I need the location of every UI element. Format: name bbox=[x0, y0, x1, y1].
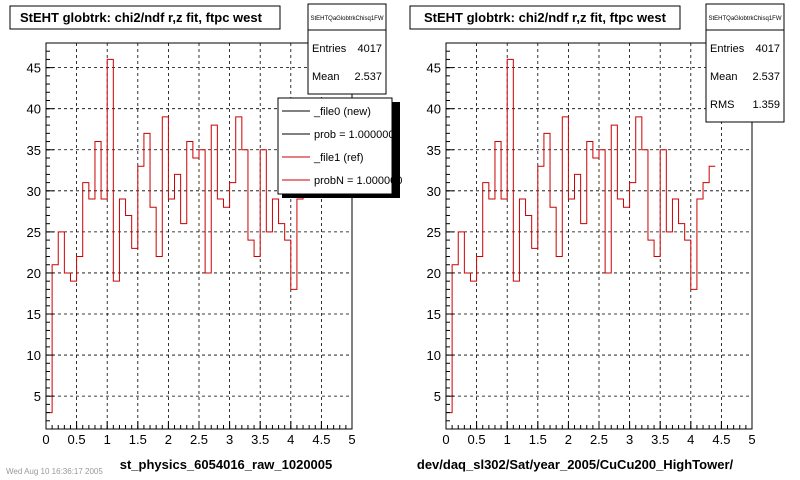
left-stats-mean-value: 2.537 bbox=[354, 71, 382, 83]
y-tick-label: 20 bbox=[427, 266, 441, 281]
left-stats-mean-label: Mean bbox=[312, 71, 340, 83]
x-tick-label: 1.5 bbox=[129, 432, 147, 447]
right-stats-mean-value: 2.537 bbox=[752, 71, 780, 83]
y-tick-label: 15 bbox=[27, 307, 41, 322]
y-tick-label: 30 bbox=[427, 184, 441, 199]
right-stats-name: StEHTQaGlobtrkChisq1FW bbox=[708, 16, 781, 22]
right-stats-entries-value: 4017 bbox=[756, 43, 780, 55]
x-tick-label: 4 bbox=[287, 432, 294, 447]
left-chart-title: StEHT globtrk: chi2/ndf r,z fit, ftpc we… bbox=[20, 10, 263, 25]
y-tick-label: 15 bbox=[427, 307, 441, 322]
right-stats-box bbox=[705, 3, 785, 123]
x-tick-label: 2.5 bbox=[190, 432, 208, 447]
y-tick-label: 10 bbox=[27, 348, 41, 363]
x-tick-label: 4.5 bbox=[712, 432, 730, 447]
left-axis-ticks: 0 0.5 1 1.5 2 2.5 3 3.5 4 4.5 5 5 10 15 20 25 30 35 40 45 bbox=[27, 42, 356, 447]
y-tick-label: 5 bbox=[34, 389, 41, 404]
legend-label-probn: probN = 1.000000 bbox=[314, 175, 402, 187]
left-x-axis-label: st_physics_6054016_raw_1020005 bbox=[120, 457, 333, 472]
x-tick-label: 1.5 bbox=[529, 432, 547, 447]
y-tick-label: 45 bbox=[27, 61, 41, 76]
x-tick-label: 3 bbox=[626, 432, 633, 447]
right-histogram-panel: 0 0.5 1 1.5 2 2.5 3 3.5 4 4.5 5 5 10 15 20 25 30 35 40 45 S… bbox=[409, 3, 785, 472]
legend-label-prob: prob = 1.000000 bbox=[314, 129, 394, 141]
left-stats-box bbox=[307, 3, 387, 95]
x-tick-label: 2.5 bbox=[590, 432, 608, 447]
x-tick-label: 0 bbox=[442, 432, 449, 447]
left-footer-timestamp: Wed Aug 10 16:36:17 2005 bbox=[6, 467, 103, 476]
x-tick-label: 2 bbox=[165, 432, 172, 447]
y-tick-label: 5 bbox=[434, 389, 441, 404]
x-tick-label: 3 bbox=[226, 432, 233, 447]
x-tick-label: 4.5 bbox=[312, 432, 330, 447]
x-tick-label: 5 bbox=[748, 432, 755, 447]
left-stats-name: StEHTQaGlobtrkChisq1FW bbox=[310, 16, 383, 22]
y-tick-label: 40 bbox=[27, 102, 41, 117]
left-histogram-series bbox=[45, 58, 316, 429]
x-tick-label: 0 bbox=[42, 432, 49, 447]
x-tick-label: 0.5 bbox=[68, 432, 86, 447]
legend-label-file0: _file0 (new) bbox=[313, 106, 371, 118]
legend-label-file1: _file1 (ref) bbox=[313, 152, 364, 164]
x-tick-label: 1 bbox=[504, 432, 511, 447]
histogram-step-line bbox=[445, 58, 716, 429]
y-tick-label: 35 bbox=[27, 143, 41, 158]
right-histogram-series bbox=[445, 58, 716, 429]
y-tick-label: 30 bbox=[27, 184, 41, 199]
right-stats-entries-label: Entries bbox=[710, 43, 745, 55]
x-tick-label: 3.5 bbox=[651, 432, 669, 447]
y-tick-label: 20 bbox=[27, 266, 41, 281]
y-tick-label: 25 bbox=[427, 225, 441, 240]
x-tick-label: 2 bbox=[565, 432, 572, 447]
right-title-box bbox=[409, 5, 681, 30]
right-axis-ticks: 0 0.5 1 1.5 2 2.5 3 3.5 4 4.5 5 5 10 15 20 25 30 35 40 45 bbox=[427, 42, 756, 447]
y-tick-label: 35 bbox=[427, 143, 441, 158]
left-stats-entries-value: 4017 bbox=[358, 43, 382, 55]
y-tick-label: 25 bbox=[27, 225, 41, 240]
right-x-axis-label: dev/daq_sl302/Sat/year_2005/CuCu200_High… bbox=[417, 457, 734, 472]
y-tick-label: 10 bbox=[427, 348, 441, 363]
left-title-box bbox=[9, 5, 281, 30]
y-tick-label: 45 bbox=[427, 61, 441, 76]
x-tick-label: 4 bbox=[687, 432, 694, 447]
x-tick-label: 1 bbox=[104, 432, 111, 447]
y-tick-label: 40 bbox=[427, 102, 441, 117]
left-histogram-panel: 0 0.5 1 1.5 2 2.5 3 3.5 4 4.5 5 5 10 15 20 25 30 35 40 45 S… bbox=[6, 3, 402, 476]
legend-box bbox=[277, 97, 393, 195]
right-stats-mean-label: Mean bbox=[710, 71, 738, 83]
x-tick-label: 3.5 bbox=[251, 432, 269, 447]
right-stats-rms-label: RMS bbox=[710, 99, 734, 111]
legend: _file0 (new) prob = 1.000000 _file1 (ref… bbox=[277, 97, 402, 198]
x-tick-label: 0.5 bbox=[468, 432, 486, 447]
x-tick-label: 5 bbox=[348, 432, 355, 447]
right-chart-title: StEHT globtrk: chi2/ndf r,z fit, ftpc we… bbox=[424, 10, 667, 25]
right-stats-rms-value: 1.359 bbox=[752, 99, 780, 111]
histogram-step-line bbox=[45, 58, 316, 429]
left-stats-entries-label: Entries bbox=[312, 43, 347, 55]
